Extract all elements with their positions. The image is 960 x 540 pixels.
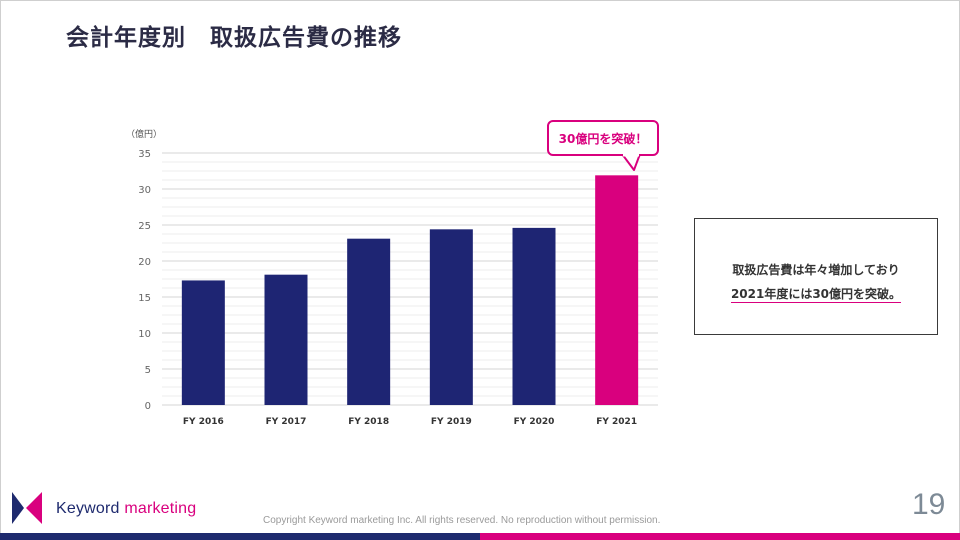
bar — [347, 238, 391, 405]
x-tick-label: FY 2017 — [266, 417, 307, 427]
summary-box: 取扱広告費は年々増加しており 2021年度には30億円を突破。 — [694, 218, 938, 335]
y-tick-label: 10 — [138, 329, 151, 340]
summary-line-1: 取扱広告費は年々増加しており — [732, 263, 900, 277]
brand-keyword: Keyword — [56, 500, 120, 517]
page-number: 19 — [912, 488, 946, 521]
summary-line-2-text: 2021年度には30億円を突破。 — [730, 287, 902, 303]
brand-marketing: marketing — [124, 500, 197, 517]
y-tick-label: 15 — [138, 293, 151, 304]
bar — [429, 229, 473, 405]
bar — [595, 175, 639, 405]
x-tick-label: FY 2019 — [431, 417, 472, 427]
y-unit-label: （億円） — [126, 128, 162, 140]
footer-bar-navy — [0, 533, 480, 540]
brand-name: Keyword marketing — [56, 500, 196, 518]
y-tick-label: 20 — [138, 257, 151, 268]
y-tick-label: 0 — [145, 401, 151, 412]
footer-bar-magenta — [480, 533, 960, 540]
keyword-marketing-logo — [12, 492, 42, 524]
summary-line-2: 2021年度には30億円を突破。 — [695, 285, 937, 303]
y-tick-label: 30 — [138, 185, 151, 196]
x-tick-label: FY 2020 — [514, 417, 555, 427]
callout-tail — [622, 154, 641, 171]
page-title: 会計年度別 取扱広告費の推移 — [66, 25, 402, 51]
y-tick-label: 25 — [138, 221, 151, 232]
bar — [181, 280, 225, 405]
x-tick-label: FY 2021 — [596, 417, 637, 427]
bar — [512, 227, 556, 405]
y-tick-label: 35 — [138, 149, 151, 160]
copyright-text: Copyright Keyword marketing Inc. All rig… — [263, 515, 661, 526]
x-tick-label: FY 2018 — [348, 417, 389, 427]
x-tick-label: FY 2016 — [183, 417, 224, 427]
bar — [264, 274, 308, 405]
y-tick-label: 5 — [145, 365, 151, 376]
chart-callout: 30億円を突破！ — [547, 120, 659, 156]
